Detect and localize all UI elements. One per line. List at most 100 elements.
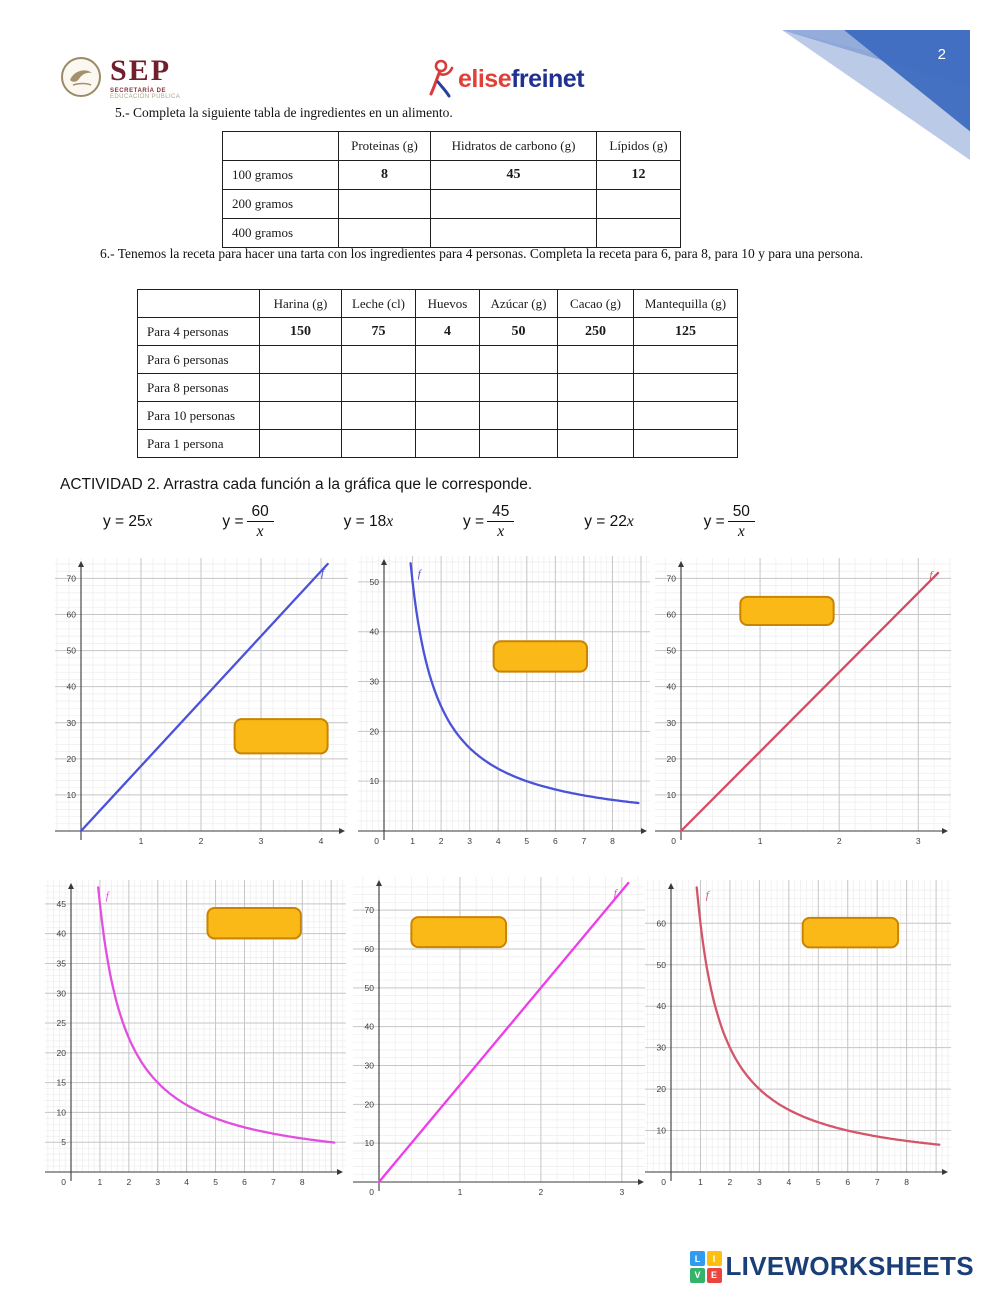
answer-cell[interactable]: [633, 345, 738, 374]
function-chip[interactable]: y = 60 x: [222, 503, 274, 541]
answer-cell[interactable]: [259, 401, 342, 430]
axis-tick-label: 3: [916, 836, 921, 846]
answer-cell[interactable]: [259, 345, 342, 374]
axis-tick-label: 1: [698, 1177, 703, 1187]
sep-acronym: SEP: [110, 54, 172, 87]
function-chip[interactable]: y = 22x: [584, 513, 634, 530]
row-label: 100 gramos: [222, 160, 339, 190]
page-number: 2: [937, 46, 946, 63]
axis-tick-label: 50: [667, 646, 677, 656]
answer-cell[interactable]: [415, 345, 480, 374]
axis-tick-label: 50: [370, 577, 380, 587]
logo-block-e: E: [706, 1267, 722, 1283]
axis-tick-label: 40: [657, 1001, 667, 1011]
answer-drop-zone[interactable]: [801, 916, 900, 949]
answer-cell[interactable]: [557, 429, 634, 458]
row-label: Para 6 personas: [137, 345, 260, 374]
column-header: Cacao (g): [557, 289, 634, 318]
row-label: Para 10 personas: [137, 401, 260, 430]
axis-tick-label: 30: [657, 1043, 667, 1053]
answer-cell[interactable]: [341, 429, 416, 458]
answer-drop-zone[interactable]: [410, 916, 508, 949]
axis-tick-label: 0: [369, 1187, 374, 1197]
question-5-text: 5.- Completa la siguiente tabla de ingre…: [115, 105, 453, 120]
table-row: Para 4 personas 150 75 4 50 250 125: [137, 317, 738, 346]
answer-drop-zone[interactable]: [492, 640, 589, 673]
table-row: Para 1 persona: [137, 429, 738, 458]
curve-f-label: f: [706, 889, 711, 901]
sep-ministry-line2: EDUCACIÓN PÚBLICA: [110, 94, 181, 100]
axis-tick-label: 30: [57, 988, 67, 998]
axis-tick-label: 60: [657, 918, 667, 928]
axis-tick-label: 5: [524, 836, 529, 846]
answer-cell[interactable]: [259, 429, 342, 458]
page-corner-decoration: 2: [782, 30, 970, 160]
function-chip[interactable]: y = 50 x: [704, 503, 755, 541]
answer-cell[interactable]: [430, 189, 597, 219]
axis-tick-label: 4: [786, 1177, 791, 1187]
answer-cell[interactable]: [633, 429, 738, 458]
answer-cell[interactable]: [596, 218, 681, 248]
answer-drop-zone[interactable]: [739, 595, 835, 626]
axis-tick-label: 40: [370, 627, 380, 637]
answer-cell[interactable]: [633, 401, 738, 430]
answer-cell[interactable]: [479, 345, 558, 374]
answer-cell[interactable]: [557, 373, 634, 402]
axis-tick-label: 15: [57, 1078, 67, 1088]
question-6-text: 6.- Tenemos la receta para hacer una tar…: [100, 246, 864, 261]
column-header: [137, 289, 260, 318]
axis-tick-label: 8: [610, 836, 615, 846]
function-curve: [679, 571, 940, 833]
answer-cell[interactable]: [259, 373, 342, 402]
answer-cell[interactable]: [341, 373, 416, 402]
answer-cell[interactable]: [415, 429, 480, 458]
function-chip[interactable]: y = 25x: [103, 513, 153, 530]
answer-cell[interactable]: [479, 373, 558, 402]
axis-tick-label: 40: [365, 1022, 375, 1032]
axis-tick-label: 60: [667, 610, 677, 620]
answer-cell[interactable]: [596, 189, 681, 219]
axis-tick-label: 1: [410, 836, 415, 846]
axis-tick-label: 2: [199, 836, 204, 846]
answer-cell[interactable]: [557, 401, 634, 430]
answer-cell[interactable]: [338, 218, 431, 248]
answer-cell[interactable]: [479, 401, 558, 430]
recipe-table: Harina (g) Leche (cl) Huevos Azúcar (g) Caca…: [137, 289, 738, 458]
value-cell: 75: [341, 317, 416, 346]
answer-cell[interactable]: [430, 218, 597, 248]
answer-cell[interactable]: [338, 189, 431, 219]
axis-tick-label: 8: [300, 1177, 305, 1187]
axis-tick-label: 70: [67, 573, 77, 583]
logo-block-i: I: [706, 1251, 722, 1266]
sep-eagle-emblem-icon: [61, 57, 101, 97]
answer-cell[interactable]: [415, 401, 480, 430]
answer-cell[interactable]: [341, 345, 416, 374]
answer-cell[interactable]: [415, 373, 480, 402]
answer-drop-zone[interactable]: [206, 907, 302, 940]
value-cell: 125: [633, 317, 738, 346]
axis-tick-label: 4: [184, 1177, 189, 1187]
function-chip[interactable]: y = 18x: [343, 513, 394, 530]
ingredients-table: Proteinas (g) Hidratos de carbono (g) Lípi…: [222, 131, 681, 248]
axis-tick-label: 30: [67, 718, 77, 728]
function-chips-row: y = 25x y = 60 x y = 18x y = 45 x y = 22x y = 5…: [103, 498, 755, 546]
axis-tick-label: 10: [667, 790, 677, 800]
answer-cell[interactable]: [341, 401, 416, 430]
graph-5-container: 10 20 30 40 50 60 70 1 2 3 0 f: [353, 877, 647, 1203]
answer-cell[interactable]: [479, 429, 558, 458]
answer-drop-zone[interactable]: [233, 718, 329, 755]
axis-tick-label: 50: [365, 983, 375, 993]
value-cell: 8: [338, 160, 431, 190]
answer-cell[interactable]: [557, 345, 634, 374]
axis-tick-label: 40: [667, 682, 677, 692]
axis-tick-label: 45: [57, 899, 67, 909]
function-chip[interactable]: y = 45 x: [463, 503, 515, 541]
answer-cell[interactable]: [633, 373, 738, 402]
axis-tick-label: 30: [370, 677, 380, 687]
axis-tick-label: 20: [67, 754, 77, 764]
